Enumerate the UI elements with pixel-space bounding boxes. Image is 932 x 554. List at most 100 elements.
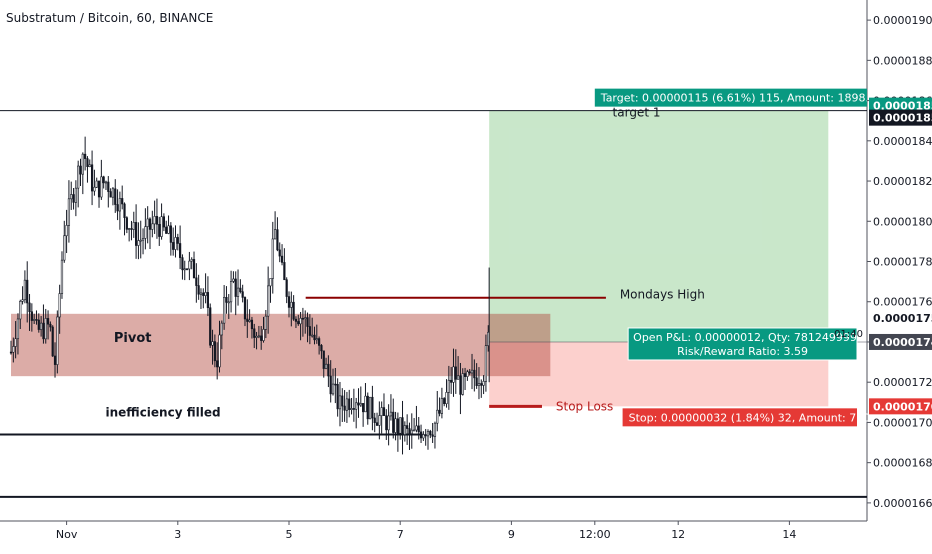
- candle-body: [123, 203, 126, 218]
- candle-body: [53, 355, 57, 365]
- candle-body: [216, 360, 219, 368]
- candle-body: [255, 335, 258, 338]
- rr-label: Risk/Reward Ratio: 3.59: [677, 345, 808, 358]
- candle-body: [209, 307, 212, 346]
- candle-body: [246, 318, 249, 322]
- price-tag-box: [869, 109, 932, 126]
- candle-body: [77, 165, 80, 189]
- candle-body: [88, 164, 91, 168]
- candle-body: [132, 222, 135, 230]
- candle-body: [74, 187, 77, 203]
- candle-body: [95, 180, 98, 188]
- candle-body: [58, 293, 61, 318]
- price-tag-label: 0.00001752: [873, 312, 932, 325]
- candle-body: [60, 259, 64, 294]
- candle-body: [417, 425, 420, 433]
- candle-body: [452, 366, 455, 383]
- candle-body: [410, 429, 413, 434]
- candle-body: [46, 318, 50, 325]
- candle-body: [334, 383, 337, 386]
- candle-body: [9, 351, 13, 354]
- candle-body: [202, 292, 205, 296]
- candle-body: [19, 300, 22, 320]
- candle-body: [322, 350, 325, 369]
- candle-body: [394, 418, 397, 433]
- price-tag-label: 0.00001740: [873, 336, 932, 349]
- candle-body: [248, 319, 251, 322]
- candle-body: [239, 287, 242, 292]
- mondays-high-label: Mondays High: [620, 288, 705, 302]
- candle-body: [443, 398, 446, 405]
- candle-body: [104, 181, 108, 184]
- candle-body: [262, 329, 265, 341]
- x-tick-label: 3: [174, 528, 181, 541]
- candle-body: [12, 346, 15, 353]
- candle-body: [56, 316, 59, 365]
- candle-body: [278, 249, 281, 257]
- candle-body: [438, 409, 441, 414]
- candle-body: [392, 411, 395, 433]
- candle-body: [211, 341, 214, 346]
- candle-body: [174, 237, 177, 250]
- candle-body: [241, 291, 244, 298]
- candle-body: [431, 434, 434, 437]
- x-tick-label: 5: [286, 528, 293, 541]
- candle-body: [470, 369, 474, 374]
- candle-body: [306, 317, 309, 327]
- candle-body: [271, 238, 274, 279]
- candle-body: [199, 292, 203, 295]
- candle-body: [264, 315, 267, 330]
- stop-label-box: [622, 408, 857, 427]
- timer-label: 01:40: [834, 329, 863, 340]
- candle-body: [90, 164, 94, 192]
- candle-body: [49, 323, 52, 328]
- candle-body: [28, 302, 31, 313]
- candle-body: [97, 180, 101, 198]
- candle-body: [223, 296, 226, 324]
- candle-body: [382, 407, 386, 416]
- candle-body: [457, 375, 460, 380]
- candle-body: [197, 285, 200, 295]
- candle-body: [387, 415, 390, 431]
- open-pl-box: [627, 327, 858, 361]
- candle-body: [185, 268, 189, 271]
- candle-body: [188, 260, 191, 270]
- candle-body: [426, 431, 430, 437]
- candle-body: [341, 395, 344, 407]
- price-tag-box: [869, 398, 932, 415]
- candle-body: [236, 287, 240, 297]
- candle-body: [176, 237, 179, 244]
- price-tag-box: [869, 309, 932, 326]
- candle-body: [183, 268, 186, 271]
- candle-body: [355, 402, 358, 410]
- candle-body: [378, 415, 381, 426]
- chart-title: Substratum / Bitcoin, 60, BINANCE: [6, 11, 214, 25]
- candle-body: [364, 395, 367, 413]
- candle-body: [148, 218, 152, 230]
- candle-body: [181, 257, 184, 271]
- candle-body: [401, 417, 404, 435]
- target-label: Target: 0.00000115 (6.61%) 115, Amount: …: [600, 92, 876, 105]
- candle-body: [329, 375, 332, 395]
- candle-body: [308, 326, 311, 336]
- candle-body: [130, 228, 133, 230]
- candle-body: [403, 425, 406, 435]
- candle-body: [21, 299, 24, 302]
- candle-body: [466, 371, 469, 377]
- candle-body: [480, 383, 483, 386]
- candles: [9, 136, 490, 455]
- x-tick-label: Nov: [56, 528, 78, 541]
- candle-body: [260, 335, 263, 341]
- inefficiency-label: inefficiency filled: [106, 405, 221, 419]
- candle-body: [26, 279, 29, 304]
- candle-body: [81, 153, 84, 175]
- candle-body: [116, 204, 119, 212]
- candle-body: [257, 335, 260, 338]
